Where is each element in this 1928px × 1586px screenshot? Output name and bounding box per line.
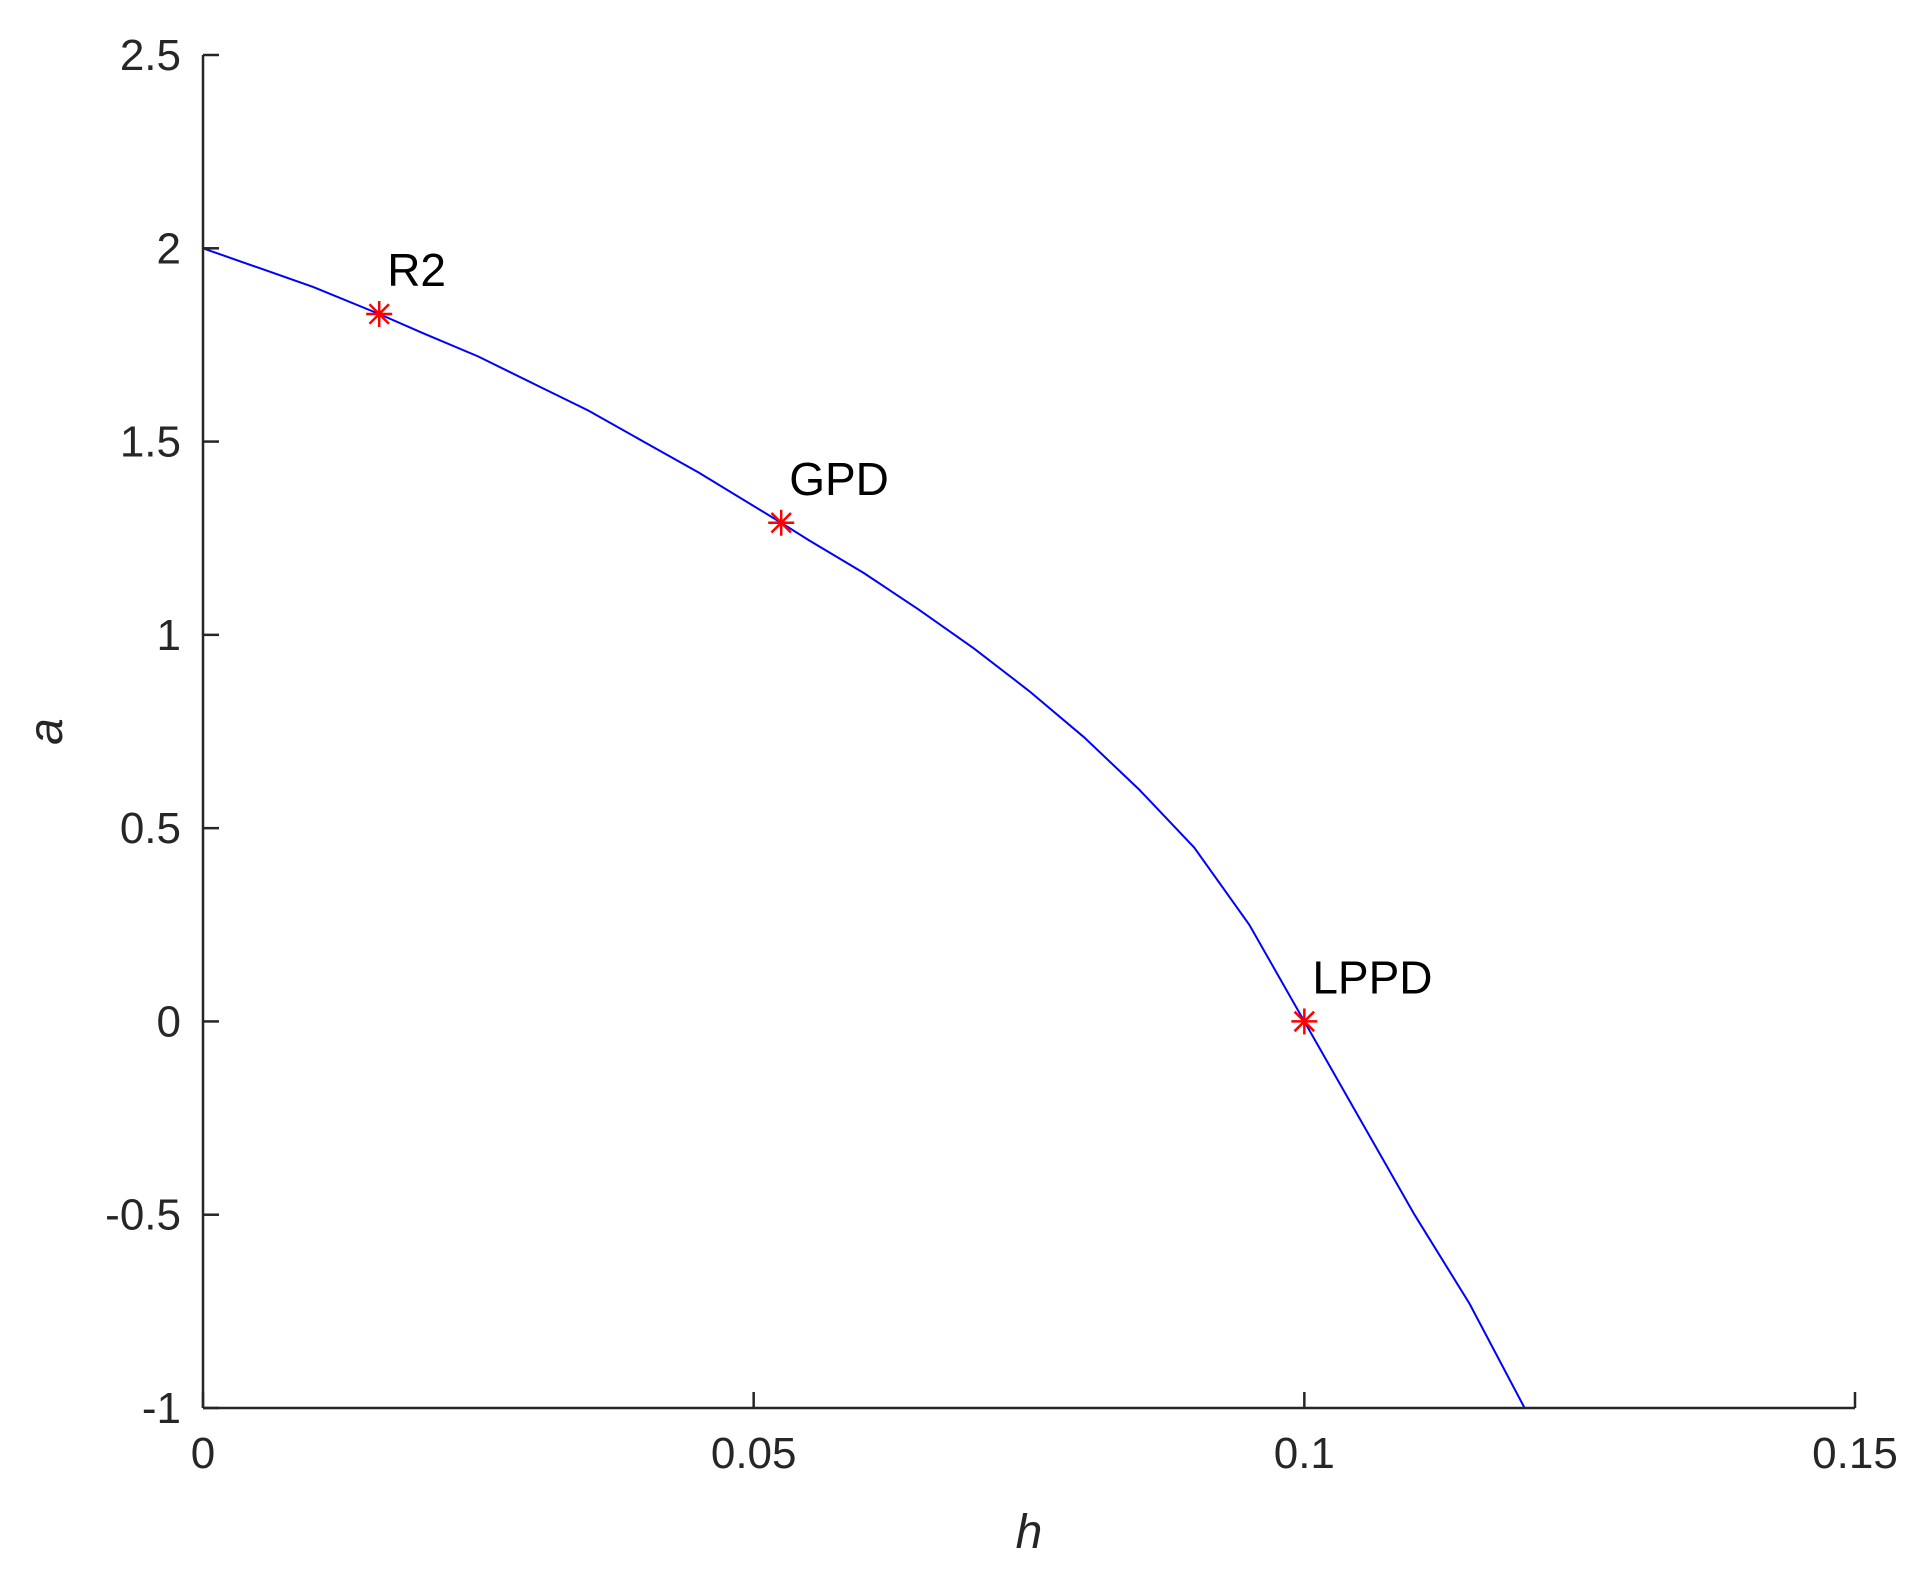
y-tick-label: -1 [142, 1384, 181, 1433]
point-marker [366, 301, 393, 328]
labels-layer: R2 GPD LPPD [387, 244, 1432, 1003]
y-tick-label: 1 [157, 611, 181, 660]
y-tick-label: 0.5 [120, 804, 181, 853]
y-tick-label: 2.5 [120, 31, 181, 80]
point-label: LPPD [1312, 951, 1432, 1003]
ticks-layer: 0 0.05 0.1 0.15 -1 -0.5 0 0.5 1 1.5 2 2.5 [105, 31, 1898, 1478]
point-marker [1291, 1008, 1318, 1035]
y-tick-label: 0 [157, 997, 181, 1046]
y-tick-label: 2 [157, 224, 181, 273]
x-axis-title: h [1016, 1506, 1043, 1559]
x-tick-label: 0.1 [1274, 1429, 1335, 1478]
point-label: GPD [789, 453, 889, 505]
y-axis-title: a [20, 718, 73, 745]
point-label: R2 [387, 244, 446, 296]
point-marker [768, 509, 795, 536]
y-tick-label: -0.5 [105, 1191, 181, 1240]
y-tick-label: 1.5 [120, 418, 181, 467]
marker-layer [366, 301, 1318, 1035]
x-tick-label: 0.15 [1812, 1429, 1898, 1478]
x-tick-label: 0 [191, 1429, 215, 1478]
axes-layer [201, 55, 1855, 1410]
x-tick-label: 0.05 [711, 1429, 797, 1478]
